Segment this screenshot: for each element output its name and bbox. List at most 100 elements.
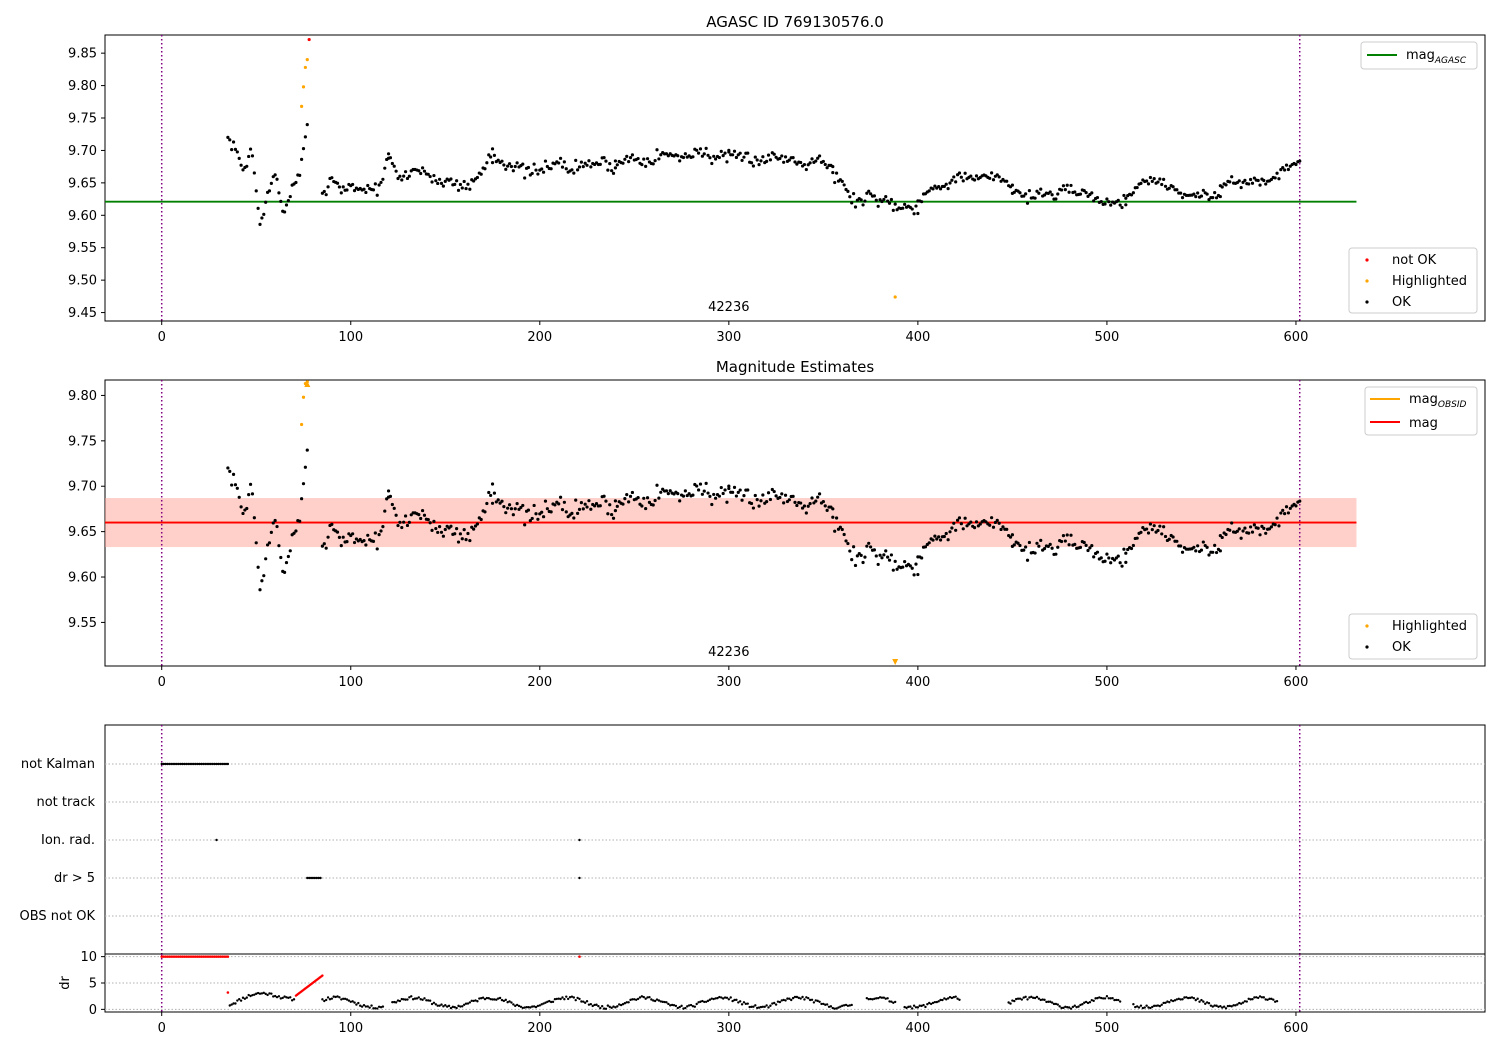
dr-point: [703, 1000, 706, 1004]
dr-point: [277, 995, 281, 998]
dr-point: [1145, 1004, 1148, 1007]
dr-point: [1045, 1000, 1048, 1004]
ok-point: [696, 151, 701, 155]
ok-point: [782, 160, 786, 164]
dr-point: [599, 1006, 602, 1010]
ok-point: [1256, 178, 1260, 183]
ok-point: [576, 511, 580, 515]
ok-point: [1039, 187, 1043, 191]
legend-2-highlighted-marker: [1365, 624, 1369, 628]
flag-label-ion-rad: Ion. rad.: [41, 833, 95, 848]
ok-point: [1258, 183, 1262, 187]
dr-point: [497, 997, 500, 1000]
ok-point: [335, 530, 340, 534]
ok-point: [262, 212, 266, 216]
dr-point: [523, 1006, 526, 1009]
dr-point: [1137, 1006, 1141, 1009]
ok-point: [557, 161, 561, 165]
ok-point: [1012, 190, 1016, 194]
dr-point: [343, 997, 347, 1001]
ok-point: [740, 158, 744, 163]
ok-point: [1120, 205, 1124, 210]
ok-point: [598, 162, 602, 166]
ok-point: [778, 495, 782, 500]
dr-point: [720, 996, 723, 999]
dr-point: [873, 997, 876, 1000]
dr-point: [1067, 1006, 1071, 1009]
ok-point: [755, 498, 759, 502]
ok-point: [381, 525, 385, 529]
flag-point: [185, 762, 188, 766]
ok-point: [526, 165, 531, 170]
ok-point: [239, 505, 243, 509]
dr-point: [360, 1005, 364, 1008]
ok-point: [991, 178, 996, 182]
panel-3-category-labels: not Kalman not track Ion. rad. dr > 5 OB…: [20, 757, 96, 924]
ok-point: [364, 543, 368, 547]
ok-point: [475, 175, 480, 180]
dr-point: [712, 997, 715, 1001]
ok-point: [799, 501, 803, 505]
ok-point: [1037, 544, 1041, 548]
dr-point: [517, 1004, 521, 1008]
ok-point: [487, 153, 491, 157]
dr-point: [464, 1002, 468, 1005]
dr-point: [727, 998, 731, 1001]
ok-point: [765, 159, 769, 164]
ok-point: [513, 507, 517, 511]
ok-point: [859, 553, 863, 557]
dr-point: [514, 1004, 517, 1008]
panel-dr: 0 100 200 300 400 500 600 0 5 10 dr: [58, 950, 1486, 1036]
ok-point: [920, 556, 924, 560]
out-of-range-marker: [892, 659, 899, 665]
dr-point: [744, 1002, 748, 1006]
ok-point: [602, 155, 606, 160]
ok-point: [1103, 559, 1107, 563]
dr-point: [504, 998, 507, 1002]
ok-point: [886, 555, 890, 559]
dr-point: [1162, 1001, 1165, 1005]
dr-point: [1173, 999, 1177, 1002]
ok-point: [438, 177, 442, 181]
ok-point: [1250, 530, 1255, 534]
dr-point: [918, 1004, 921, 1007]
ok-point: [1042, 547, 1047, 551]
ok-point: [1078, 545, 1083, 550]
dr-point: [489, 997, 492, 1001]
ok-point: [352, 540, 357, 545]
dr-point: [642, 995, 645, 999]
dr-point: [765, 1004, 768, 1007]
ok-point: [681, 155, 686, 160]
ok-point: [540, 167, 544, 171]
ok-point: [636, 495, 640, 500]
x-tick-label: 300: [716, 330, 741, 345]
ok-point: [275, 524, 279, 529]
ok-point: [581, 165, 585, 169]
dr-point: [633, 998, 636, 1001]
dr-point: [1113, 998, 1116, 1002]
dr-point: [430, 1002, 434, 1006]
panel-2-axes: 0 100 200 300 400 500 600 9.55 9.60 9.65 9.70 9.75 9…: [68, 389, 1308, 690]
ok-point: [691, 155, 695, 159]
dr-point: [1026, 998, 1029, 1001]
dr-point: [1181, 998, 1184, 1001]
y-tick-label: 9.70: [68, 480, 97, 495]
dr-point: [888, 1000, 891, 1003]
ok-point: [950, 178, 954, 182]
ok-point: [1175, 539, 1179, 543]
dr-point: [472, 999, 475, 1003]
dr-point: [629, 998, 632, 1002]
ok-point: [993, 520, 997, 525]
ok-point: [366, 533, 370, 537]
ok-point: [256, 565, 260, 569]
dr-point: [816, 999, 819, 1003]
dr-point: [570, 995, 574, 998]
ok-point: [664, 489, 669, 493]
ok-point: [1061, 534, 1066, 538]
ok-point: [264, 557, 268, 561]
dr-point: [236, 999, 239, 1002]
ok-point: [874, 198, 878, 202]
ok-point: [490, 482, 495, 486]
ok-point: [710, 161, 714, 166]
ok-point: [574, 498, 578, 502]
